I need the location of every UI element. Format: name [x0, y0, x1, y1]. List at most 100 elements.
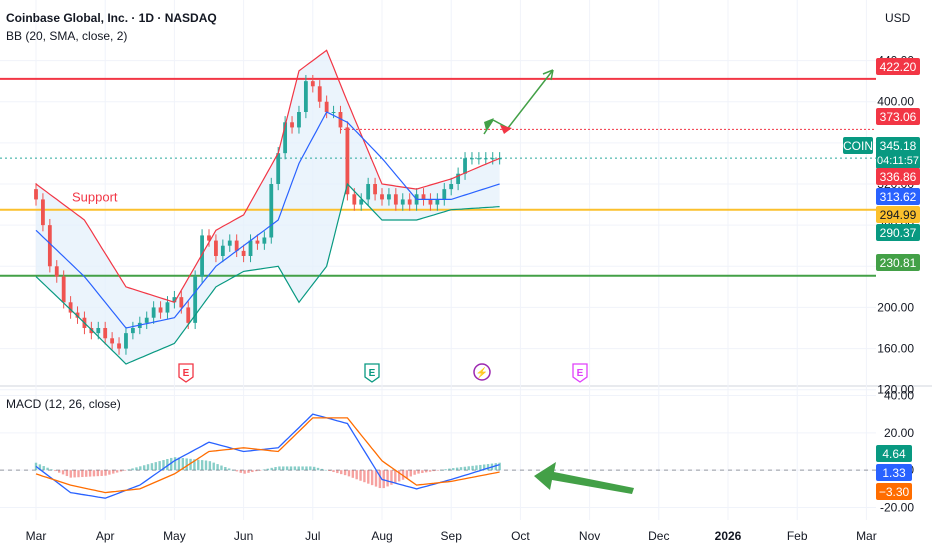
macd-histogram-bar	[320, 468, 324, 471]
candle-body	[200, 235, 204, 277]
candle-body	[179, 297, 184, 308]
macd-indicator-label[interactable]: MACD (12, 26, close)	[6, 397, 121, 411]
price-tag-bg	[876, 108, 920, 125]
macd-tag-label: −3.30	[879, 485, 910, 499]
candle-body	[269, 184, 274, 238]
candle-body	[165, 302, 170, 313]
candle-body	[407, 199, 412, 205]
macd-histogram-bar	[278, 466, 281, 471]
macd-histogram-bar	[81, 470, 84, 478]
bb-indicator-label[interactable]: BB (20, SMA, close, 2)	[6, 29, 127, 43]
candle-body	[476, 158, 481, 160]
macd-histogram-bar	[340, 470, 343, 475]
event-badge[interactable]: ⚡	[473, 363, 491, 381]
event-badge[interactable]: E	[178, 363, 194, 383]
macd-histogram-bar	[498, 462, 501, 471]
candle-body	[421, 194, 426, 200]
macd-histogram-bar	[104, 470, 107, 476]
projection-arrow-tip-2	[500, 125, 512, 134]
time-tick-label: Oct	[511, 529, 530, 543]
macd-histogram-bar	[475, 465, 478, 471]
macd-histogram-bar	[162, 460, 165, 471]
macd-histogram-bar	[61, 470, 65, 475]
macd-histogram-bar	[336, 470, 339, 474]
macd-histogram-bar	[355, 470, 358, 480]
event-badge-label: E	[577, 368, 584, 379]
macd-histogram-bar	[455, 467, 459, 471]
currency-label[interactable]: USD	[885, 11, 911, 25]
macd-histogram-bar	[193, 459, 196, 471]
candle-body	[317, 86, 322, 102]
macd-histogram-bar	[142, 465, 146, 471]
candle-body	[214, 240, 218, 256]
macd-histogram-bar	[185, 458, 188, 471]
macd-histogram-bar	[285, 466, 289, 471]
price-tag-label: 345.18	[880, 139, 917, 153]
macd-histogram-bar	[324, 469, 327, 471]
candle-body	[324, 101, 329, 112]
macd-histogram-bar	[293, 466, 297, 471]
candle-body	[490, 158, 495, 160]
macd-histogram-bar	[139, 466, 142, 471]
macd-histogram-bar	[38, 464, 42, 471]
candle-body	[276, 153, 281, 184]
candle-body	[220, 245, 225, 256]
price-tag-label: 336.86	[880, 170, 917, 184]
event-badge[interactable]: E	[572, 363, 588, 383]
candle-body	[41, 199, 45, 226]
macd-histogram-bar	[316, 467, 320, 471]
macd-histogram-bar	[266, 468, 270, 471]
candle-body	[456, 173, 461, 184]
macd-histogram-bar	[173, 457, 177, 471]
macd-histogram-bar	[247, 470, 250, 473]
price-tag-label: 373.06	[880, 110, 917, 124]
macd-histogram-bar	[42, 466, 45, 471]
macd-histogram-bar	[382, 470, 385, 489]
macd-histogram-bar	[471, 465, 474, 471]
macd-histogram-bar	[421, 470, 424, 473]
candle-body	[124, 333, 128, 349]
candle-body	[186, 307, 191, 323]
candle-body	[352, 194, 357, 205]
macd-histogram-bar	[378, 470, 382, 489]
macd-histogram-bar	[119, 470, 123, 472]
macd-histogram-bar	[328, 470, 331, 471]
candle-body	[331, 112, 336, 113]
macd-histogram-bar	[200, 460, 204, 471]
macd-histogram-bar	[463, 466, 467, 471]
bb-upper-line	[35, 49, 500, 304]
macd-histogram-bar	[85, 470, 88, 477]
time-tick-label: Mar	[26, 529, 47, 543]
candle-body	[75, 312, 80, 318]
price-tag-bg	[876, 224, 920, 241]
macd-histogram-bar	[282, 466, 285, 471]
events-layer[interactable]: E E ⚡ E	[178, 363, 588, 383]
macd-histogram-bar	[274, 467, 277, 471]
macd-histogram-bar	[204, 460, 208, 471]
signal-line	[35, 417, 500, 494]
candle-body	[61, 276, 66, 303]
event-badge[interactable]: E	[364, 363, 380, 383]
macd-histogram-bar	[108, 470, 111, 475]
macd-tag-bg	[876, 483, 912, 500]
price-tag-bg	[876, 254, 920, 271]
time-tick-label: Jun	[234, 529, 253, 543]
macd-histogram-bar	[123, 470, 127, 471]
macd-histogram-bar	[479, 464, 482, 471]
macd-histogram-bar	[312, 466, 316, 471]
macd-histogram-bar	[216, 464, 219, 471]
candle-body	[234, 240, 239, 251]
macd-histogram-bar	[301, 466, 304, 471]
macd-histogram-bar	[428, 470, 432, 472]
macd-histogram-bar	[370, 470, 374, 486]
candle-body	[89, 328, 94, 334]
macd-tag-label: 4.64	[882, 447, 906, 461]
macd-histogram-bar	[131, 468, 134, 471]
macd-histogram-bar	[100, 470, 103, 476]
macd-histogram-bar	[96, 470, 100, 477]
macd-histogram-bar	[255, 470, 258, 472]
macd-histogram-bar	[397, 470, 401, 482]
macd-histogram-bar	[363, 470, 366, 483]
